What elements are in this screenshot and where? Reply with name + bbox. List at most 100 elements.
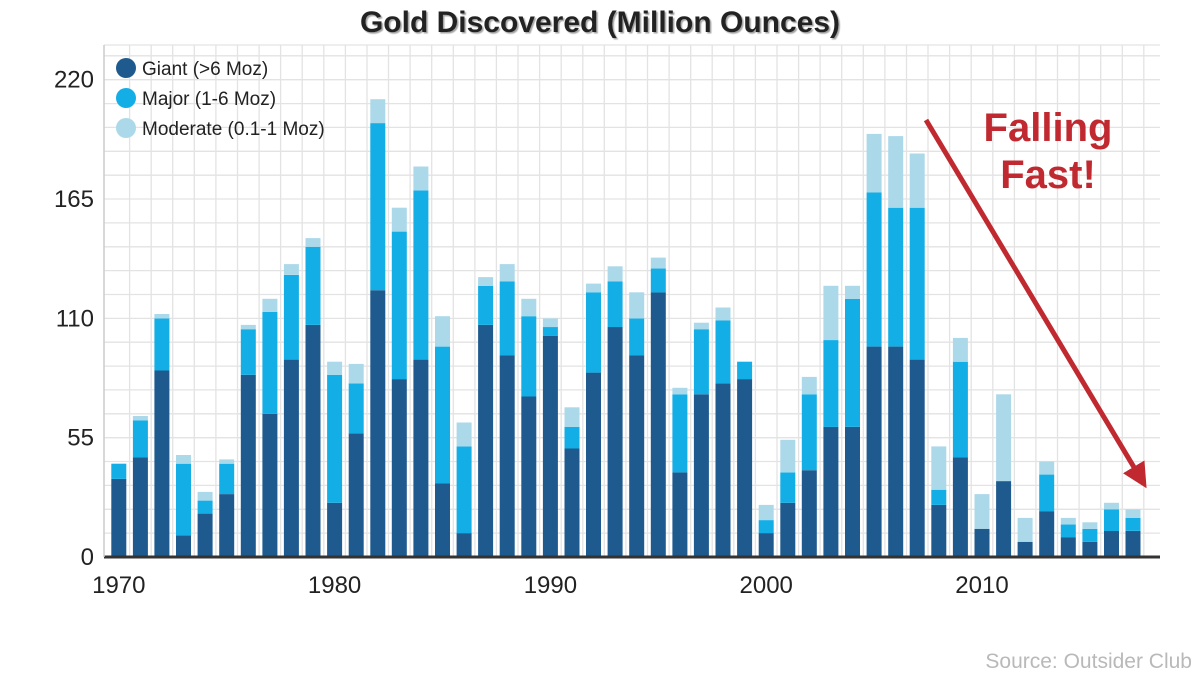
- bar-2004-series-2: [845, 298, 860, 427]
- bar-1998-series-1: [715, 383, 731, 557]
- bar-2006-series-2: [888, 207, 904, 347]
- x-tick-label: 1970: [92, 572, 145, 599]
- bar-1995-series-1: [650, 292, 666, 557]
- bar-1971-series-1: [132, 457, 148, 557]
- bar-2012-series-1: [1017, 541, 1033, 557]
- bar-1975-series-1: [219, 494, 235, 557]
- bar-2014-series-3: [1060, 517, 1076, 525]
- y-tick-labels: 0 55 110 165 220: [54, 67, 94, 571]
- bar-1974-series-1: [197, 513, 213, 557]
- bar-2011-series-3: [996, 394, 1012, 482]
- bar-1981-series-2: [348, 383, 364, 434]
- bar-1993-series-3: [607, 266, 623, 282]
- bar-2000-series-3: [758, 504, 774, 521]
- legend-label: Giant (>6 Moz): [142, 59, 268, 80]
- bar-1989-series-2: [521, 316, 537, 397]
- bar-1996-series-1: [672, 472, 688, 557]
- bar-1987-series-3: [478, 277, 494, 286]
- bar-1985-series-3: [435, 316, 450, 347]
- bar-1977-series-3: [262, 298, 278, 312]
- bar-1982-series-1: [370, 290, 386, 557]
- bar-1980-series-1: [327, 502, 343, 557]
- bar-2011-series-1: [996, 481, 1012, 557]
- bar-2013-series-2: [1039, 474, 1055, 512]
- bar-2003-series-3: [823, 285, 839, 340]
- y-tick-label: 110: [56, 305, 94, 332]
- bar-2002-series-1: [801, 470, 817, 557]
- bar-2001-series-2: [780, 472, 796, 503]
- bar-1990-series-1: [542, 335, 558, 557]
- bar-1986-series-2: [456, 446, 472, 534]
- bar-1992-series-2: [586, 292, 601, 373]
- bar-2002-series-2: [801, 394, 817, 471]
- bar-1976-series-2: [240, 329, 256, 375]
- bar-1992-series-1: [586, 372, 601, 557]
- bar-1992-series-3: [586, 283, 601, 293]
- bar-2002-series-3: [801, 376, 817, 395]
- bar-1987-series-1: [478, 324, 494, 557]
- bar-1993-series-2: [607, 281, 623, 328]
- bar-1984-series-3: [413, 166, 429, 191]
- bar-1979-series-2: [305, 246, 321, 325]
- y-tick-label: 220: [54, 67, 94, 94]
- bar-1978-series-2: [283, 275, 299, 360]
- bar-1988-series-1: [499, 355, 515, 557]
- bars-group: [111, 99, 1141, 557]
- bar-1997-series-2: [693, 329, 709, 395]
- bar-1996-series-2: [672, 394, 688, 473]
- bar-1976-series-3: [240, 324, 256, 330]
- bar-1972-series-3: [154, 314, 170, 319]
- bar-1995-series-3: [650, 257, 666, 269]
- bar-1986-series-1: [456, 533, 472, 557]
- bar-2003-series-2: [823, 340, 839, 427]
- bar-2013-series-3: [1039, 461, 1055, 475]
- bar-1972-series-2: [154, 318, 170, 371]
- bar-1988-series-2: [499, 281, 515, 356]
- bar-2016-series-1: [1104, 531, 1119, 557]
- bar-1995-series-2: [650, 268, 666, 293]
- bar-2017-series-1: [1125, 531, 1141, 557]
- bar-2003-series-1: [823, 426, 839, 557]
- bar-1970-series-1: [111, 478, 127, 557]
- bar-1979-series-1: [305, 324, 321, 557]
- bar-1975-series-3: [219, 459, 235, 464]
- bar-2007-series-1: [909, 359, 925, 557]
- bar-1980-series-2: [327, 374, 343, 503]
- bar-1974-series-3: [197, 491, 213, 501]
- y-tick-label: 0: [81, 544, 94, 571]
- bar-1991-series-3: [564, 407, 580, 427]
- bar-1990-series-2: [542, 327, 558, 336]
- bar-1998-series-3: [715, 307, 731, 321]
- bar-2009-series-1: [952, 457, 968, 557]
- bar-2014-series-1: [1060, 537, 1076, 557]
- bar-1983-series-1: [391, 379, 407, 557]
- y-tick-label: 55: [67, 425, 94, 452]
- bar-2005-series-1: [866, 346, 882, 557]
- bar-2014-series-2: [1060, 524, 1076, 538]
- bar-1978-series-1: [283, 359, 299, 557]
- bar-2010-series-1: [974, 528, 990, 557]
- x-tick-label: 2010: [955, 572, 1008, 599]
- bar-2001-series-1: [780, 502, 796, 557]
- bar-2000-series-1: [758, 533, 774, 557]
- bar-1986-series-3: [456, 422, 472, 447]
- bar-1981-series-1: [348, 433, 364, 557]
- bar-1994-series-1: [629, 355, 645, 557]
- bar-2017-series-2: [1125, 517, 1141, 531]
- bar-2005-series-2: [866, 192, 882, 347]
- bar-1971-series-3: [132, 416, 148, 421]
- bar-1984-series-2: [413, 190, 429, 360]
- chart-title: Gold Discovered (Million Ounces): [360, 6, 840, 39]
- bar-2012-series-3: [1017, 517, 1033, 542]
- annotation: Falling Fast!: [923, 106, 1147, 489]
- bar-1973-series-1: [176, 535, 191, 557]
- bar-1989-series-1: [521, 396, 537, 557]
- x-tick-label: 2000: [740, 572, 793, 599]
- legend-label: Major (1-6 Moz): [142, 89, 276, 110]
- annotation-arrow: [923, 118, 1147, 489]
- legend-marker: [116, 58, 136, 78]
- x-tick-label: 1980: [308, 572, 361, 599]
- bar-1997-series-1: [693, 394, 709, 557]
- bar-1975-series-2: [219, 463, 235, 495]
